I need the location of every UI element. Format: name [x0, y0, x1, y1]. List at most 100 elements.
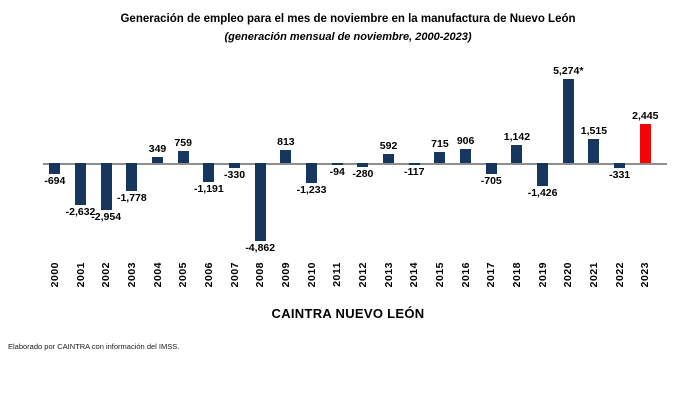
x-tick-2023: 2023	[632, 262, 658, 304]
bar-column-2006: -1,191	[194, 55, 224, 263]
value-label-2022: -331	[609, 169, 631, 182]
bar-2005	[177, 150, 189, 163]
bar-2007	[229, 163, 241, 169]
x-tick-2006: 2006	[196, 262, 222, 304]
bar-2008	[254, 163, 266, 241]
bar-column-2003: -1,778	[117, 55, 147, 263]
bar-column-2019: -1,426	[527, 55, 558, 263]
value-label-2009: 813	[277, 135, 295, 148]
x-axis-title: CAINTRA NUEVO LEÓN	[271, 306, 425, 321]
value-label-2017: -705	[480, 175, 502, 188]
x-tick-label: 2017	[485, 262, 498, 288]
bar-2013	[383, 153, 395, 163]
bar-2016	[460, 148, 472, 163]
source-note: Elaborado por CAINTRA con información de…	[8, 342, 180, 351]
value-label-2005: 759	[174, 136, 192, 149]
x-tick-label: 2022	[613, 262, 626, 288]
x-tick-2001: 2001	[68, 262, 94, 304]
bar-2001	[75, 163, 86, 206]
bar-column-2020: 5,274*	[553, 55, 583, 263]
x-tick-label: 2008	[254, 262, 267, 288]
x-axis-line	[43, 163, 667, 165]
x-tick-2005: 2005	[170, 262, 196, 304]
bar-2006	[203, 163, 215, 183]
x-tick-label: 2001	[74, 262, 87, 288]
bar-2021	[588, 138, 600, 163]
bar-column-2016: 906	[453, 55, 479, 263]
bar-2023	[639, 123, 651, 163]
x-tick-2018: 2018	[504, 262, 530, 304]
x-tick-2011: 2011	[324, 262, 350, 304]
bar-column-2012: -280	[350, 55, 376, 263]
x-tick-2013: 2013	[376, 262, 402, 304]
bar-column-2011: -94	[324, 55, 350, 263]
value-label-2004: 349	[148, 143, 167, 156]
bar-column-2021: 1,515	[581, 55, 607, 263]
x-tick-label: 2019	[536, 262, 549, 288]
value-label-2023: 2,445	[632, 109, 659, 122]
bar-2014	[408, 163, 420, 165]
bar-2020	[562, 78, 574, 163]
bar-2022	[614, 163, 626, 169]
x-tick-2012: 2012	[350, 262, 376, 304]
x-tick-label: 2016	[459, 262, 472, 288]
bar-column-2005: 759	[170, 55, 196, 263]
chart-title: Generación de empleo para el mes de novi…	[120, 13, 576, 25]
value-label-2000: -694	[44, 175, 66, 188]
x-tick-label: 2002	[100, 262, 113, 288]
value-label-2011: -94	[329, 166, 345, 178]
bar-column-2002: -2,954	[91, 55, 122, 263]
value-label-2018: 1,142	[503, 130, 531, 143]
x-tick-2002: 2002	[93, 262, 119, 304]
bar-column-2001: -2,632	[66, 55, 95, 263]
bar-column-2013: 592	[376, 55, 402, 263]
x-tick-label: 2021	[587, 262, 600, 288]
x-tick-label: 2004	[151, 262, 164, 288]
value-label-2016: 906	[456, 134, 475, 147]
x-tick-label: 2023	[639, 262, 652, 288]
value-label-2015: 715	[431, 137, 449, 150]
value-label-2010: -1,233	[296, 183, 327, 196]
bar-2017	[485, 163, 497, 175]
bar-column-2000: -694	[42, 55, 68, 263]
x-tick-2020: 2020	[555, 262, 581, 304]
bar-2002	[100, 163, 112, 211]
chart-subtitle: (generación mensual de noviembre, 2000-2…	[224, 31, 472, 43]
x-tick-label: 2014	[408, 262, 421, 288]
bar-column-2008: -4,862	[245, 55, 276, 263]
bar-column-2017: -705	[478, 55, 504, 263]
x-tick-2019: 2019	[530, 262, 556, 304]
x-tick-label: 2005	[177, 262, 190, 288]
bar-2011	[331, 163, 343, 165]
value-label-2002: -2,954	[91, 211, 122, 224]
bar-column-2023: 2,445	[632, 55, 658, 263]
value-label-2013: 592	[379, 139, 398, 152]
value-label-2008: -4,862	[245, 241, 276, 254]
x-axis-tick-labels: 2000 2001 2002 2003 2004 2005 2006 2007 2008 2009…	[42, 262, 658, 304]
x-tick-2016: 2016	[453, 262, 479, 304]
bar-2018	[511, 144, 523, 163]
bar-column-2007: -330	[222, 55, 248, 263]
x-tick-label: 2020	[562, 262, 575, 288]
x-tick-2022: 2022	[607, 262, 633, 304]
bar-2000	[49, 163, 61, 175]
x-tick-label: 2003	[125, 262, 138, 288]
bar-2010	[306, 163, 318, 183]
bar-2003	[126, 163, 138, 192]
value-label-2019: -1,426	[527, 186, 558, 199]
value-label-2021: 1,515	[580, 124, 608, 137]
x-tick-2015: 2015	[427, 262, 453, 304]
bar-column-2015: 715	[427, 55, 453, 263]
value-label-2007: -330	[224, 169, 246, 182]
x-tick-label: 2000	[48, 262, 61, 288]
x-tick-2000: 2000	[42, 262, 68, 304]
x-tick-2021: 2021	[581, 262, 607, 304]
bar-column-2009: 813	[273, 55, 299, 263]
bar-column-2004: 349	[145, 55, 171, 263]
x-tick-2009: 2009	[273, 262, 299, 304]
x-tick-label: 2010	[305, 262, 318, 288]
x-tick-label: 2007	[228, 262, 241, 288]
value-label-2014: -117	[404, 166, 425, 178]
bar-2019	[537, 163, 549, 186]
bar-2004	[152, 157, 164, 163]
